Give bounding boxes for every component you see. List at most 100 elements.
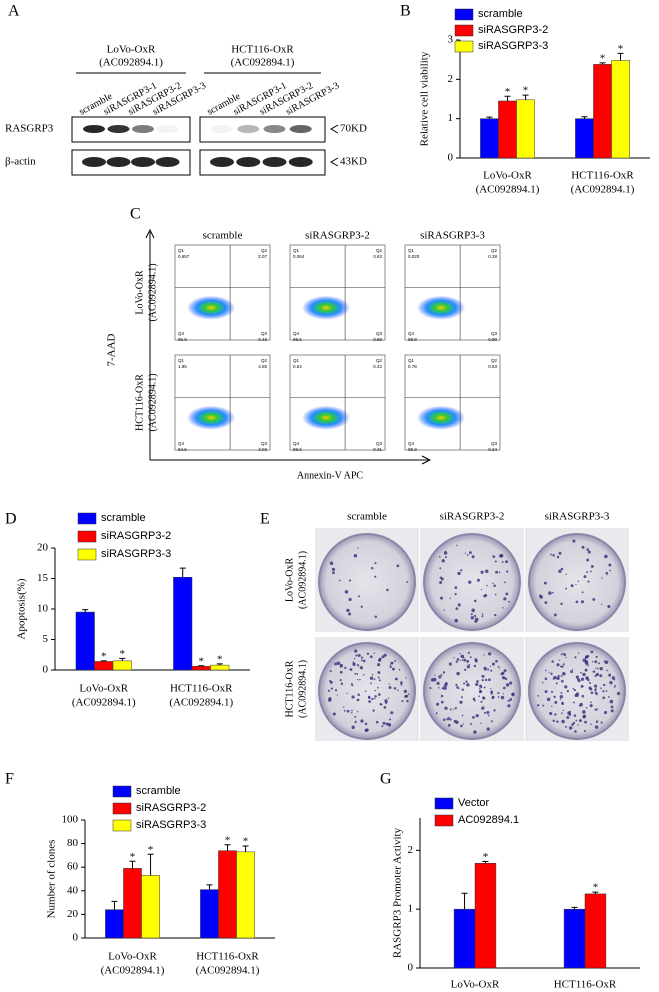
colony [468,551,472,555]
colony [561,719,565,724]
column-title: siRASGRP3-3 [545,511,610,523]
colony [356,678,359,681]
colony [582,715,586,719]
quadrant-name: Q1 [408,248,415,253]
arrow [329,157,339,167]
colony [369,676,374,680]
legend-label: siRASGRP3-3 [478,40,548,52]
colony [495,570,499,574]
colony [381,725,384,728]
colony [574,693,578,698]
colony [586,664,588,666]
quadrant-name: Q1 [178,248,185,253]
colony [429,686,432,689]
row-label: (AC092894.1) [147,263,158,321]
colony [454,586,458,590]
colony [566,689,569,693]
significance-mark: * [120,648,126,660]
colony [595,720,599,723]
colony [488,678,491,682]
colony [498,667,501,669]
colony [602,696,606,700]
colony [509,681,513,685]
colony [557,674,560,678]
y-axis-label: Relative cell viability [419,51,431,146]
x-tick-label: HCT116-OxR [170,683,233,695]
colony [330,682,332,684]
error-bar [571,906,578,910]
quadrant-name: Q2 [376,358,383,363]
colony [609,569,612,572]
colony [483,686,486,689]
colony [571,668,574,671]
colony [562,709,564,711]
colony [440,694,444,698]
colony [490,720,493,723]
significance-mark: * [600,52,606,64]
colony [471,608,475,613]
colony [589,681,592,684]
colony [468,580,472,584]
colony [476,578,480,582]
colony [456,671,460,676]
colony [473,614,477,618]
colony [438,675,442,679]
quadrant-name: Q3 [376,441,383,446]
colony [457,603,461,607]
colony [486,710,490,715]
colony [441,559,445,563]
colony [380,703,383,706]
colony [495,659,498,663]
colony [566,716,570,719]
colony [458,687,460,690]
colony [327,698,332,702]
row-label: (AC092894.1) [147,373,158,431]
bar [105,909,124,939]
quadrant-name: Q4 [178,331,185,336]
colony [336,694,338,696]
colony [448,662,452,666]
significance-mark: * [217,653,223,665]
x-tick-label: (AC092894.1) [196,965,260,977]
quadrant-value: 94.6 [178,447,187,452]
colony [560,675,563,677]
bar [563,908,586,969]
colony [461,659,464,661]
colony [560,679,564,683]
x-tick-label: LoVo-OxR [451,979,500,991]
colony [385,701,388,704]
colony [357,710,359,713]
y-tick-label: 15 [37,572,49,584]
colony [583,729,587,733]
plot-frame [289,354,386,451]
colony [454,707,457,710]
colony [406,699,409,703]
quadrant-name: Q4 [178,441,185,446]
arrow [329,124,339,134]
cell-cloud [302,405,351,430]
colony [602,690,605,693]
colony [589,701,592,704]
column-title: siRASGRP3-2 [305,230,370,242]
row-label: HCT116-OxR [134,374,145,431]
colony [587,580,590,583]
y-tick-label: 2 [448,73,454,85]
colony [543,581,547,585]
colony [455,660,458,663]
colony [511,692,515,697]
legend-swatch [112,819,132,832]
bar [200,889,219,939]
colony [596,708,599,710]
colony [327,689,331,692]
y-tick-label: 100 [62,814,79,826]
group-name: LoVo-OxR [107,44,156,56]
colony [334,689,338,692]
quadrant-value: 2.07 [258,254,267,259]
quadrant-value: 3.03 [258,447,267,452]
colony [594,708,598,711]
bar [123,868,142,939]
colony [430,678,435,682]
colony [329,561,334,565]
colony [490,692,493,695]
colony [546,697,551,702]
